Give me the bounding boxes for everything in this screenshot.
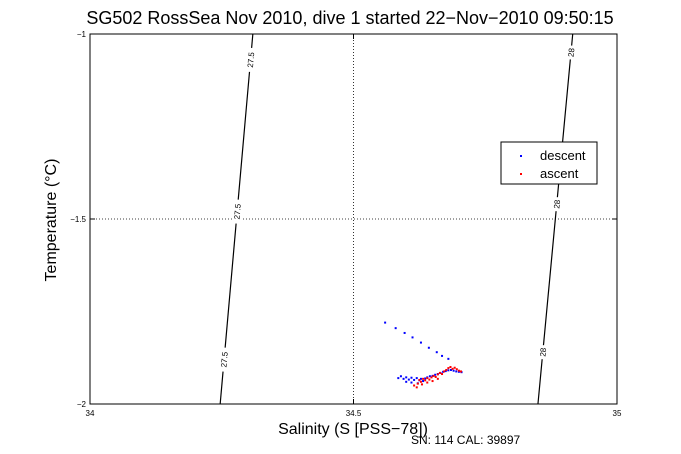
descent-point [435,351,438,354]
serial-calibration-text: SN: 114 CAL: 39897 [411,433,521,447]
descent-point [419,341,422,344]
descent-point [424,377,427,380]
descent-point [441,354,444,357]
y-tick-label: −1 [77,30,87,39]
legend-box [500,141,598,185]
contour-label: 27.5 [219,351,229,368]
density-contour-28 [537,33,574,405]
plot-area: 27.5 27.5 27.5 28 28 28 34 34.5 35 −2 −1.5 −1 [70,30,622,418]
ascent-point [436,373,439,376]
legend: descent ascent [500,141,598,185]
descent-point [452,369,455,372]
legend-marker-descent [520,155,522,157]
ascent-point [422,377,425,380]
ascent-point [426,377,429,380]
contour-label: 27.5 [246,51,256,68]
descent-point [415,377,418,380]
legend-label-ascent: ascent [540,166,579,181]
descent-point [428,375,431,378]
descent-point [405,376,408,379]
x-axis-label: Salinity (S [PSS−78]) [278,421,428,438]
descent-point [427,346,430,349]
descent-point [444,370,447,373]
legend-marker-ascent [520,173,522,175]
descent-point [457,370,460,373]
contour-label-mask [551,196,562,212]
ascent-point [426,381,429,384]
ascent-point [413,384,416,387]
y-tick-label: −1.5 [70,215,86,224]
descent-point [442,370,445,373]
descent-point [447,357,450,360]
ascent-point [449,366,452,368]
y-axis-label: Temperature (°C) [43,159,60,282]
descent-point [397,377,400,380]
x-tick-label: 35 [613,409,622,418]
descent-point [410,376,413,379]
contour-label: 28 [552,199,562,209]
descent-point [407,378,410,381]
chart-title: SG502 RossSea Nov 2010, dive 1 started 2… [86,8,613,28]
legend-label-descent: descent [540,148,586,163]
density-contours: 27.5 27.5 27.5 28 28 28 [218,33,577,405]
ascent-point [428,378,431,381]
descent-point [431,374,434,377]
contour-label-mask [537,344,548,360]
grid-lines [90,34,617,404]
y-tick-label: −2 [77,400,87,409]
contour-label-mask [565,45,577,60]
axis-ticks: 34 34.5 35 −2 −1.5 −1 [70,30,622,418]
ascent-point [438,371,441,374]
descent-point [449,368,452,371]
ascent-point [416,382,419,385]
contour-label-mask [218,347,230,372]
descent-point [403,331,406,334]
ascent-point [436,377,439,380]
ascent-point [430,376,433,379]
data-points [384,321,463,389]
ascent-point [451,367,454,370]
descent-point [384,321,387,324]
descent-point [394,327,397,330]
contour-label: 28 [538,347,548,357]
contour-label: 28 [567,47,577,57]
ascent-point [460,370,463,373]
descent-point [405,380,408,383]
ascent-point [445,368,448,371]
ascent-point [424,379,427,382]
ascent-point [441,373,444,376]
ascent-point [447,367,450,370]
ascent-point [418,378,421,381]
ascent-point [457,369,460,372]
contour-label: 27.5 [232,203,242,220]
contour-label-mask [231,199,243,224]
ascent-point [415,386,418,389]
descent-point [410,381,413,384]
ascent-point [419,380,422,383]
descent-point [422,380,425,383]
ascent-series [413,366,463,389]
contour-label-mask [245,47,257,73]
ascent-point [421,383,424,386]
ascent-point [432,374,435,377]
ascent-point [453,366,456,369]
descent-point [419,377,422,380]
descent-point [402,377,405,380]
ascent-point [443,370,446,373]
descent-point [447,369,450,372]
x-tick-label: 34.5 [346,409,362,418]
descent-point [413,378,416,381]
descent-point [455,370,458,373]
ascent-point [431,380,434,383]
descent-point [399,375,402,378]
x-tick-label: 34 [86,409,95,418]
descent-point [411,336,414,339]
ascent-point [434,375,437,378]
ascent-point [455,368,458,371]
descent-point [434,373,437,376]
